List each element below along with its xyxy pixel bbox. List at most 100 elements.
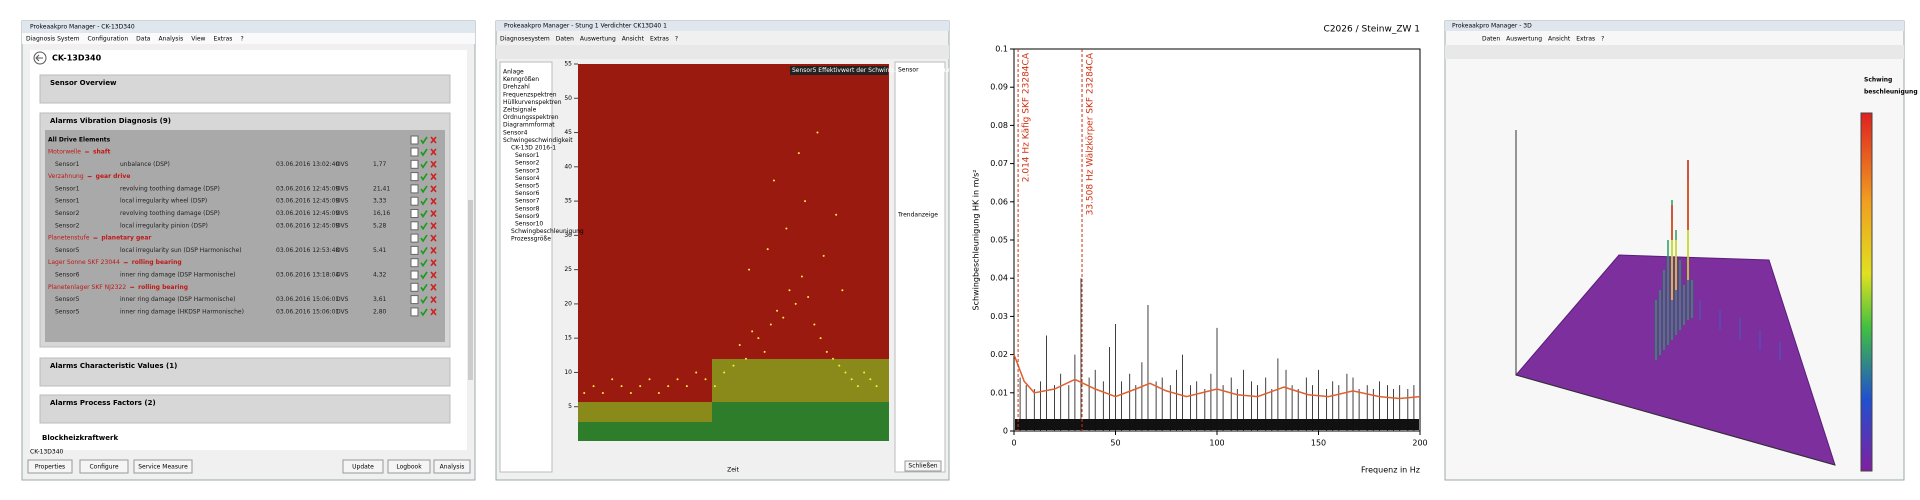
check-icon[interactable] [420, 197, 428, 206]
expand-button[interactable] [410, 307, 419, 317]
cross-icon[interactable] [430, 296, 437, 304]
button[interactable] [904, 460, 942, 472]
cross-icon[interactable] [430, 197, 437, 205]
menu-item[interactable]: Daten [1482, 36, 1500, 43]
cross-icon[interactable] [430, 234, 437, 242]
cross-icon[interactable] [430, 148, 437, 156]
warn-zone [578, 402, 712, 422]
cross-icon[interactable] [430, 283, 437, 291]
cross-icon[interactable] [430, 222, 437, 230]
y-tick-label: 40 [564, 163, 572, 170]
menu-item[interactable]: Ansicht [622, 36, 645, 43]
menu-item[interactable]: ? [240, 36, 243, 43]
check-icon[interactable] [420, 271, 428, 280]
expand-button[interactable] [410, 196, 419, 206]
menu-item[interactable]: Ansicht [1548, 36, 1571, 43]
data-point [856, 385, 859, 388]
group-kind: rolling bearing [132, 259, 182, 266]
check-icon[interactable] [420, 173, 428, 182]
axes-3d [1515, 130, 1836, 466]
menu-item[interactable]: ? [1601, 36, 1604, 43]
expand-button[interactable] [410, 135, 419, 145]
check-icon[interactable] [420, 185, 428, 194]
alarm-table [45, 130, 445, 342]
check-icon[interactable] [420, 136, 428, 145]
cross-icon[interactable] [430, 173, 437, 181]
cell: 03.06.2016 12:45:09 [276, 222, 339, 229]
menu-item[interactable]: Diagnosesystem [500, 36, 550, 43]
y-tick-label: 0.07 [990, 159, 1008, 168]
menu-item[interactable]: Diagnosis System [26, 36, 80, 43]
menu-item[interactable]: Daten [556, 36, 574, 43]
button[interactable] [342, 459, 384, 474]
menu-item[interactable]: Extras [1576, 36, 1595, 43]
scrollbar[interactable] [468, 200, 473, 380]
expand-button[interactable] [410, 282, 419, 292]
expand-button[interactable] [410, 270, 419, 280]
menu-item[interactable]: Configuration [87, 36, 128, 43]
menu-item[interactable]: Analysis [158, 36, 183, 43]
check-icon[interactable] [420, 283, 428, 292]
cross-icon[interactable] [430, 136, 437, 144]
check-icon[interactable] [420, 308, 428, 317]
button[interactable] [79, 459, 129, 474]
y-tick-label: 35 [564, 198, 572, 205]
button[interactable] [27, 459, 73, 474]
cell: 03.06.2016 12:45:09 [276, 198, 339, 205]
check-icon[interactable] [420, 210, 428, 218]
expand-button[interactable] [410, 209, 419, 218]
cross-icon[interactable] [430, 308, 437, 316]
cell: 21,41 [373, 185, 390, 192]
button-label: Schließen [908, 463, 937, 470]
section-title: Alarms Characteristic Values (1) [50, 362, 177, 370]
cell: inner ring damage (DSP Harmonische) [120, 296, 236, 303]
menu-item[interactable]: Data [136, 36, 151, 43]
data-point [667, 385, 670, 388]
expand-button[interactable] [410, 233, 419, 243]
data-point [629, 392, 632, 395]
expand-button[interactable] [410, 295, 419, 305]
menu-item[interactable]: Auswertung [1506, 36, 1542, 43]
tree-item: Sensor8 [515, 205, 540, 212]
data-point [797, 152, 800, 155]
cross-icon[interactable] [430, 160, 437, 168]
menu-item[interactable]: Extras [650, 36, 669, 43]
check-icon[interactable] [420, 234, 428, 243]
data-point [800, 275, 803, 278]
cross-icon[interactable] [430, 209, 437, 218]
data-point [639, 385, 642, 388]
button[interactable] [387, 459, 431, 474]
expand-button[interactable] [410, 221, 419, 231]
data-point [583, 392, 586, 395]
group-kind: planetary gear [101, 235, 151, 242]
expand-button[interactable] [410, 245, 419, 255]
expand-button[interactable] [410, 172, 419, 182]
cross-icon[interactable] [430, 246, 437, 254]
tree-item: Kenngrößen [503, 76, 539, 83]
menu-item[interactable]: Extras [213, 36, 232, 43]
marker-label: 33.508 Hz Wälzkörper SKF 23284CA [1086, 52, 1096, 215]
check-icon[interactable] [420, 160, 428, 169]
cell: 03.06.2016 12:53:48 [276, 247, 339, 254]
cross-icon[interactable] [430, 185, 437, 193]
data-point [832, 357, 835, 360]
check-icon[interactable] [420, 246, 428, 255]
check-icon[interactable] [420, 148, 428, 157]
tree-item: Sensor1 [515, 152, 540, 159]
button[interactable] [433, 459, 471, 474]
menu-item[interactable]: View [191, 36, 205, 43]
check-icon[interactable] [420, 222, 428, 231]
expand-button[interactable] [410, 147, 419, 157]
menu-item[interactable]: Auswertung [580, 36, 616, 43]
check-icon[interactable] [420, 296, 428, 305]
expand-button[interactable] [410, 258, 419, 268]
cross-icon[interactable] [430, 259, 437, 267]
expand-button[interactable] [410, 184, 419, 194]
menu-item[interactable]: ? [675, 36, 678, 43]
side-panel [894, 61, 946, 473]
check-icon[interactable] [420, 259, 428, 268]
cell: DVS [336, 296, 349, 303]
button[interactable] [133, 459, 193, 474]
cross-icon[interactable] [430, 271, 437, 279]
expand-button[interactable] [410, 159, 419, 169]
